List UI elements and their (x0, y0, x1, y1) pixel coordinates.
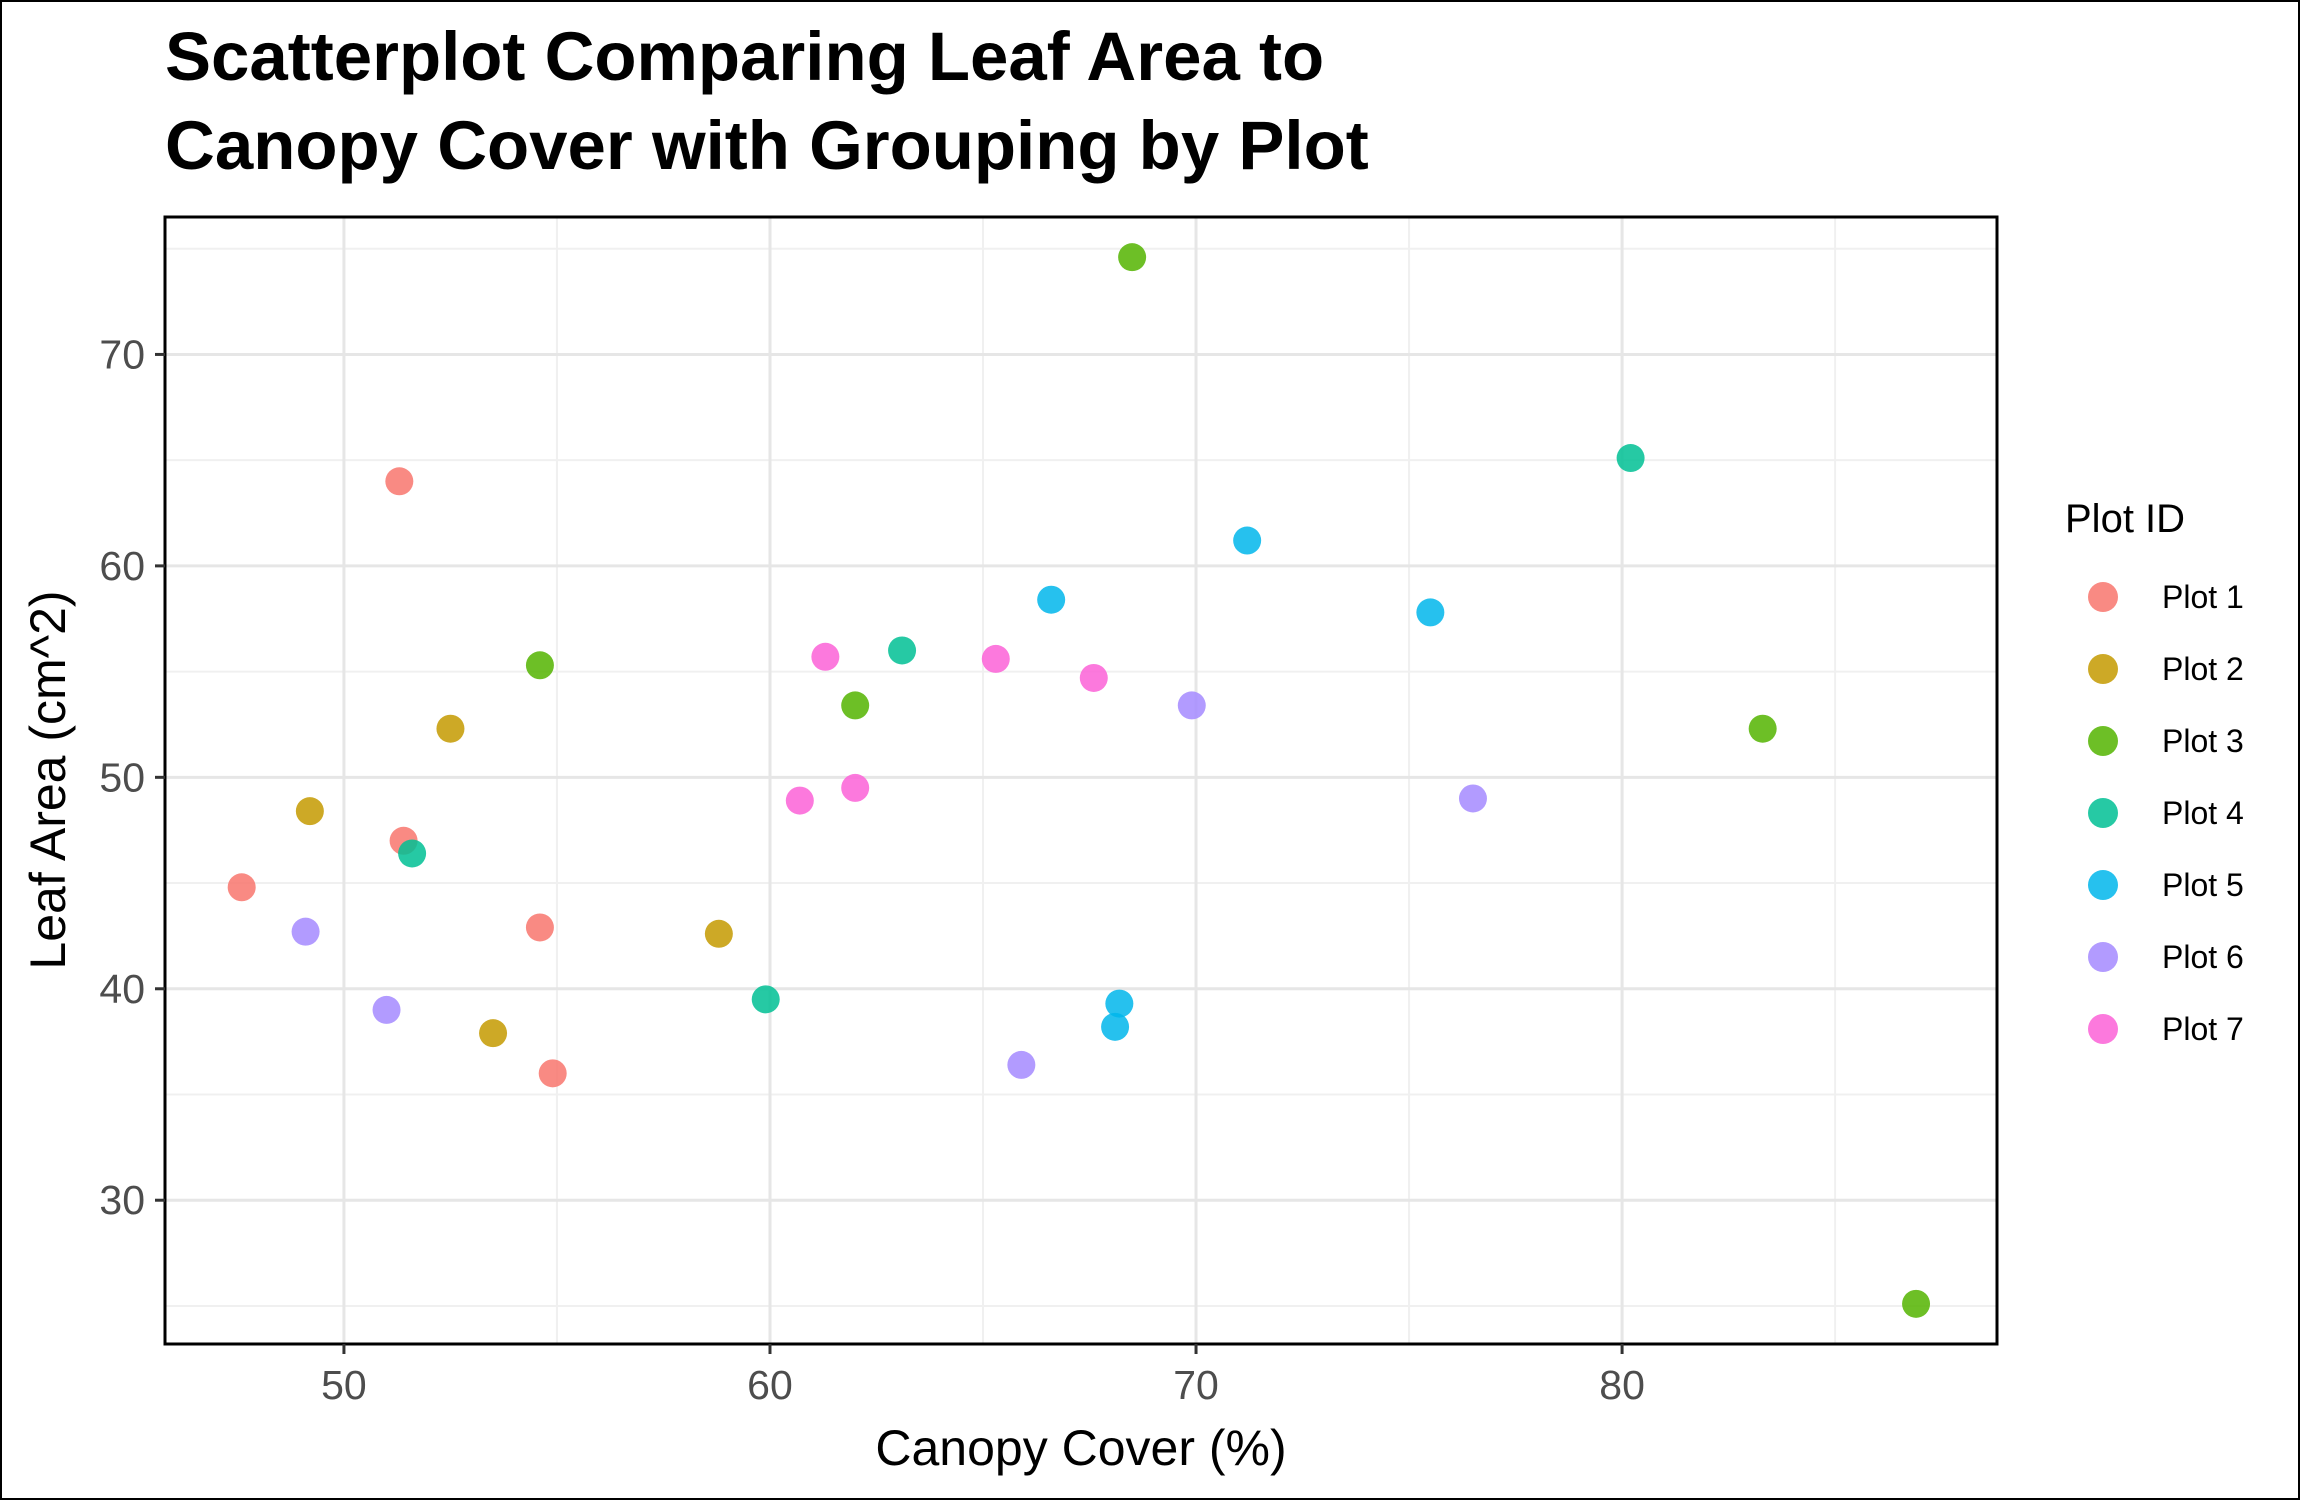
data-point (227, 873, 256, 902)
data-point (525, 913, 554, 942)
legend-label: Plot 5 (2162, 867, 2244, 903)
data-point (811, 642, 840, 671)
data-point (1902, 1289, 1931, 1318)
chart-title-line-2: Canopy Cover with Grouping by Plot (165, 107, 1369, 184)
data-point (1416, 598, 1445, 627)
y-tick-label: 50 (99, 754, 145, 800)
plot-panel-border (163, 215, 1999, 1346)
legend-label: Plot 6 (2162, 939, 2244, 975)
y-tick-label: 60 (99, 543, 145, 589)
y-axis-title: Leaf Area (cm^2) (20, 590, 76, 969)
legend-items: Plot 1 Plot 2 Plot 3 Plot 4 Plot 5 Plot 6 Plot… (2088, 579, 2244, 1047)
legend-key (2088, 798, 2118, 828)
data-point (1118, 243, 1147, 272)
legend-key (2088, 942, 2118, 972)
y-tick-label: 40 (99, 966, 145, 1012)
data-point (525, 651, 554, 680)
data-point (1079, 663, 1108, 692)
legend-title: Plot ID (2065, 497, 2185, 541)
legend-label: Plot 2 (2162, 651, 2244, 687)
legend-key (2088, 726, 2118, 756)
data-point (291, 917, 320, 946)
y-tick-label: 70 (99, 331, 145, 377)
data-point (785, 786, 814, 815)
data-point (538, 1059, 567, 1088)
legend-label: Plot 3 (2162, 723, 2244, 759)
chart-title-line-1: Scatterplot Comparing Leaf Area to (165, 18, 1324, 95)
data-point (1037, 585, 1066, 614)
data-point (981, 644, 1010, 673)
data-points (227, 243, 1931, 1318)
legend-key (2088, 870, 2118, 900)
data-point (1101, 1012, 1130, 1041)
legend-label: Plot 1 (2162, 579, 2244, 615)
data-point (372, 995, 401, 1024)
data-point (1007, 1050, 1036, 1079)
minor-gridlines (165, 217, 1997, 1344)
x-axis-title: Canopy Cover (%) (875, 1420, 1286, 1476)
data-point (1233, 526, 1262, 555)
data-point (436, 714, 465, 743)
data-point (1177, 691, 1206, 720)
legend-key (2088, 1014, 2118, 1044)
data-point (398, 839, 427, 868)
x-tick-label: 60 (747, 1362, 793, 1408)
data-point (751, 985, 780, 1014)
data-point (1616, 444, 1645, 473)
data-point (479, 1019, 508, 1048)
x-tick-label: 50 (321, 1362, 367, 1408)
x-tick-label: 80 (1599, 1362, 1645, 1408)
legend-label: Plot 7 (2162, 1011, 2244, 1047)
data-point (1105, 989, 1134, 1018)
x-tick-label: 70 (1173, 1362, 1219, 1408)
data-point (1458, 784, 1487, 813)
data-point (841, 691, 870, 720)
x-axis-ticks: 50 60 70 80 (321, 1344, 1645, 1408)
data-point (1748, 714, 1777, 743)
legend-key (2088, 654, 2118, 684)
data-point (841, 773, 870, 802)
data-point (704, 919, 733, 948)
y-axis-ticks: 30 40 50 60 70 (99, 331, 165, 1223)
data-point (385, 467, 414, 496)
data-point (888, 636, 917, 665)
legend-key (2088, 582, 2118, 612)
y-tick-label: 30 (99, 1177, 145, 1223)
legend-label: Plot 4 (2162, 795, 2244, 831)
major-gridlines (165, 217, 1997, 1344)
data-point (295, 797, 324, 826)
